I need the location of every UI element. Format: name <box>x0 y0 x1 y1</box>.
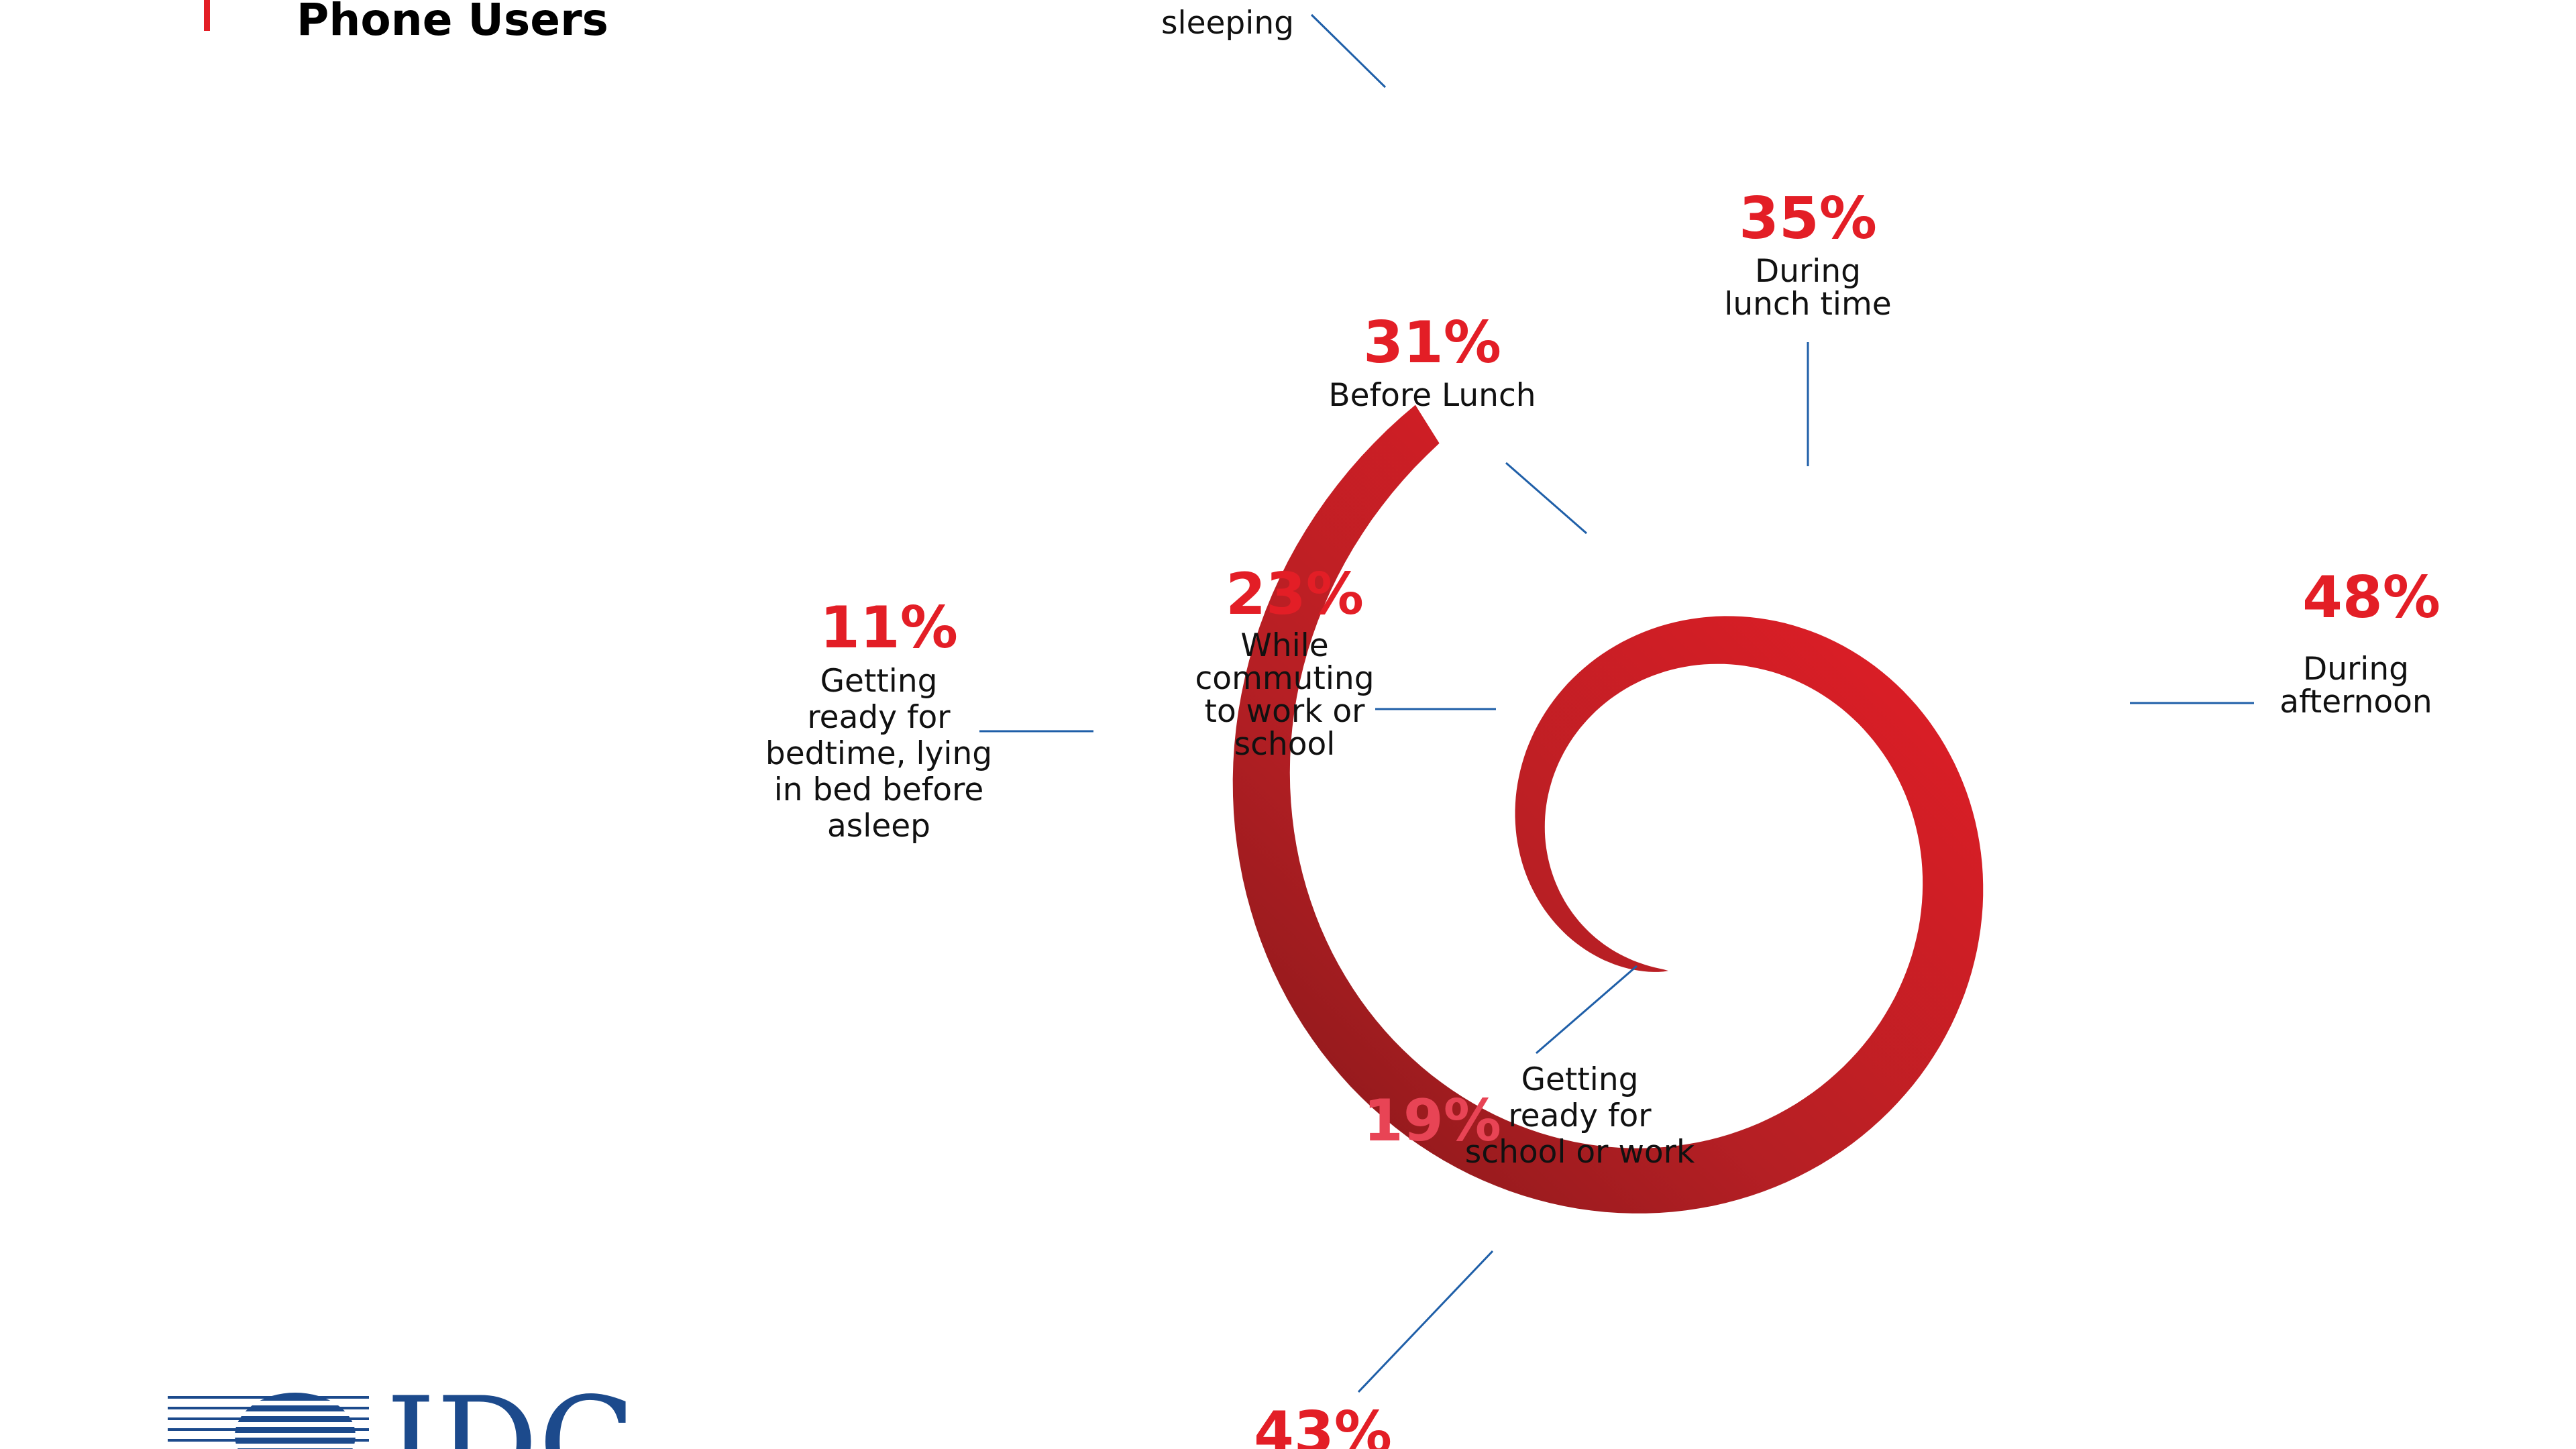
category-label: Getting ready for bedtime, lying in bed bef… <box>765 663 992 845</box>
category-label: Before Lunch <box>1328 377 1536 414</box>
category-label: During lunch time <box>1724 253 1891 323</box>
data-label-value: 23% <box>1226 561 1364 628</box>
data-label-value: 48% <box>2302 564 2440 631</box>
data-label-value: 19% <box>1363 1087 1501 1155</box>
leader-line <box>1505 462 1587 535</box>
leader-line <box>1310 13 1387 89</box>
data-label-value: 31% <box>1363 309 1501 376</box>
category-label: sleeping <box>1161 5 1294 42</box>
category-label: While commuting to work or school <box>1195 627 1374 763</box>
data-label-value: 11% <box>820 594 958 661</box>
title-accent-bar <box>204 0 210 31</box>
category-label: Getting ready for school or work <box>1465 1061 1695 1171</box>
data-label-value: 35% <box>1739 185 1877 252</box>
idc-logo: IDC <box>168 1370 636 1449</box>
data-label-value: 43% <box>1254 1399 1392 1449</box>
leader-line <box>1357 1250 1494 1393</box>
data-labels: 19%Getting ready for school or work 23%Whil… <box>765 5 2440 1449</box>
page-title: Phone Users <box>297 0 608 46</box>
idc-logo-text: IDC <box>386 1370 636 1449</box>
idc-globe-icon <box>168 1393 369 1449</box>
leader-line <box>1536 965 1638 1055</box>
category-label: During afternoon <box>2279 651 2432 720</box>
leader-lines <box>979 13 2254 1393</box>
